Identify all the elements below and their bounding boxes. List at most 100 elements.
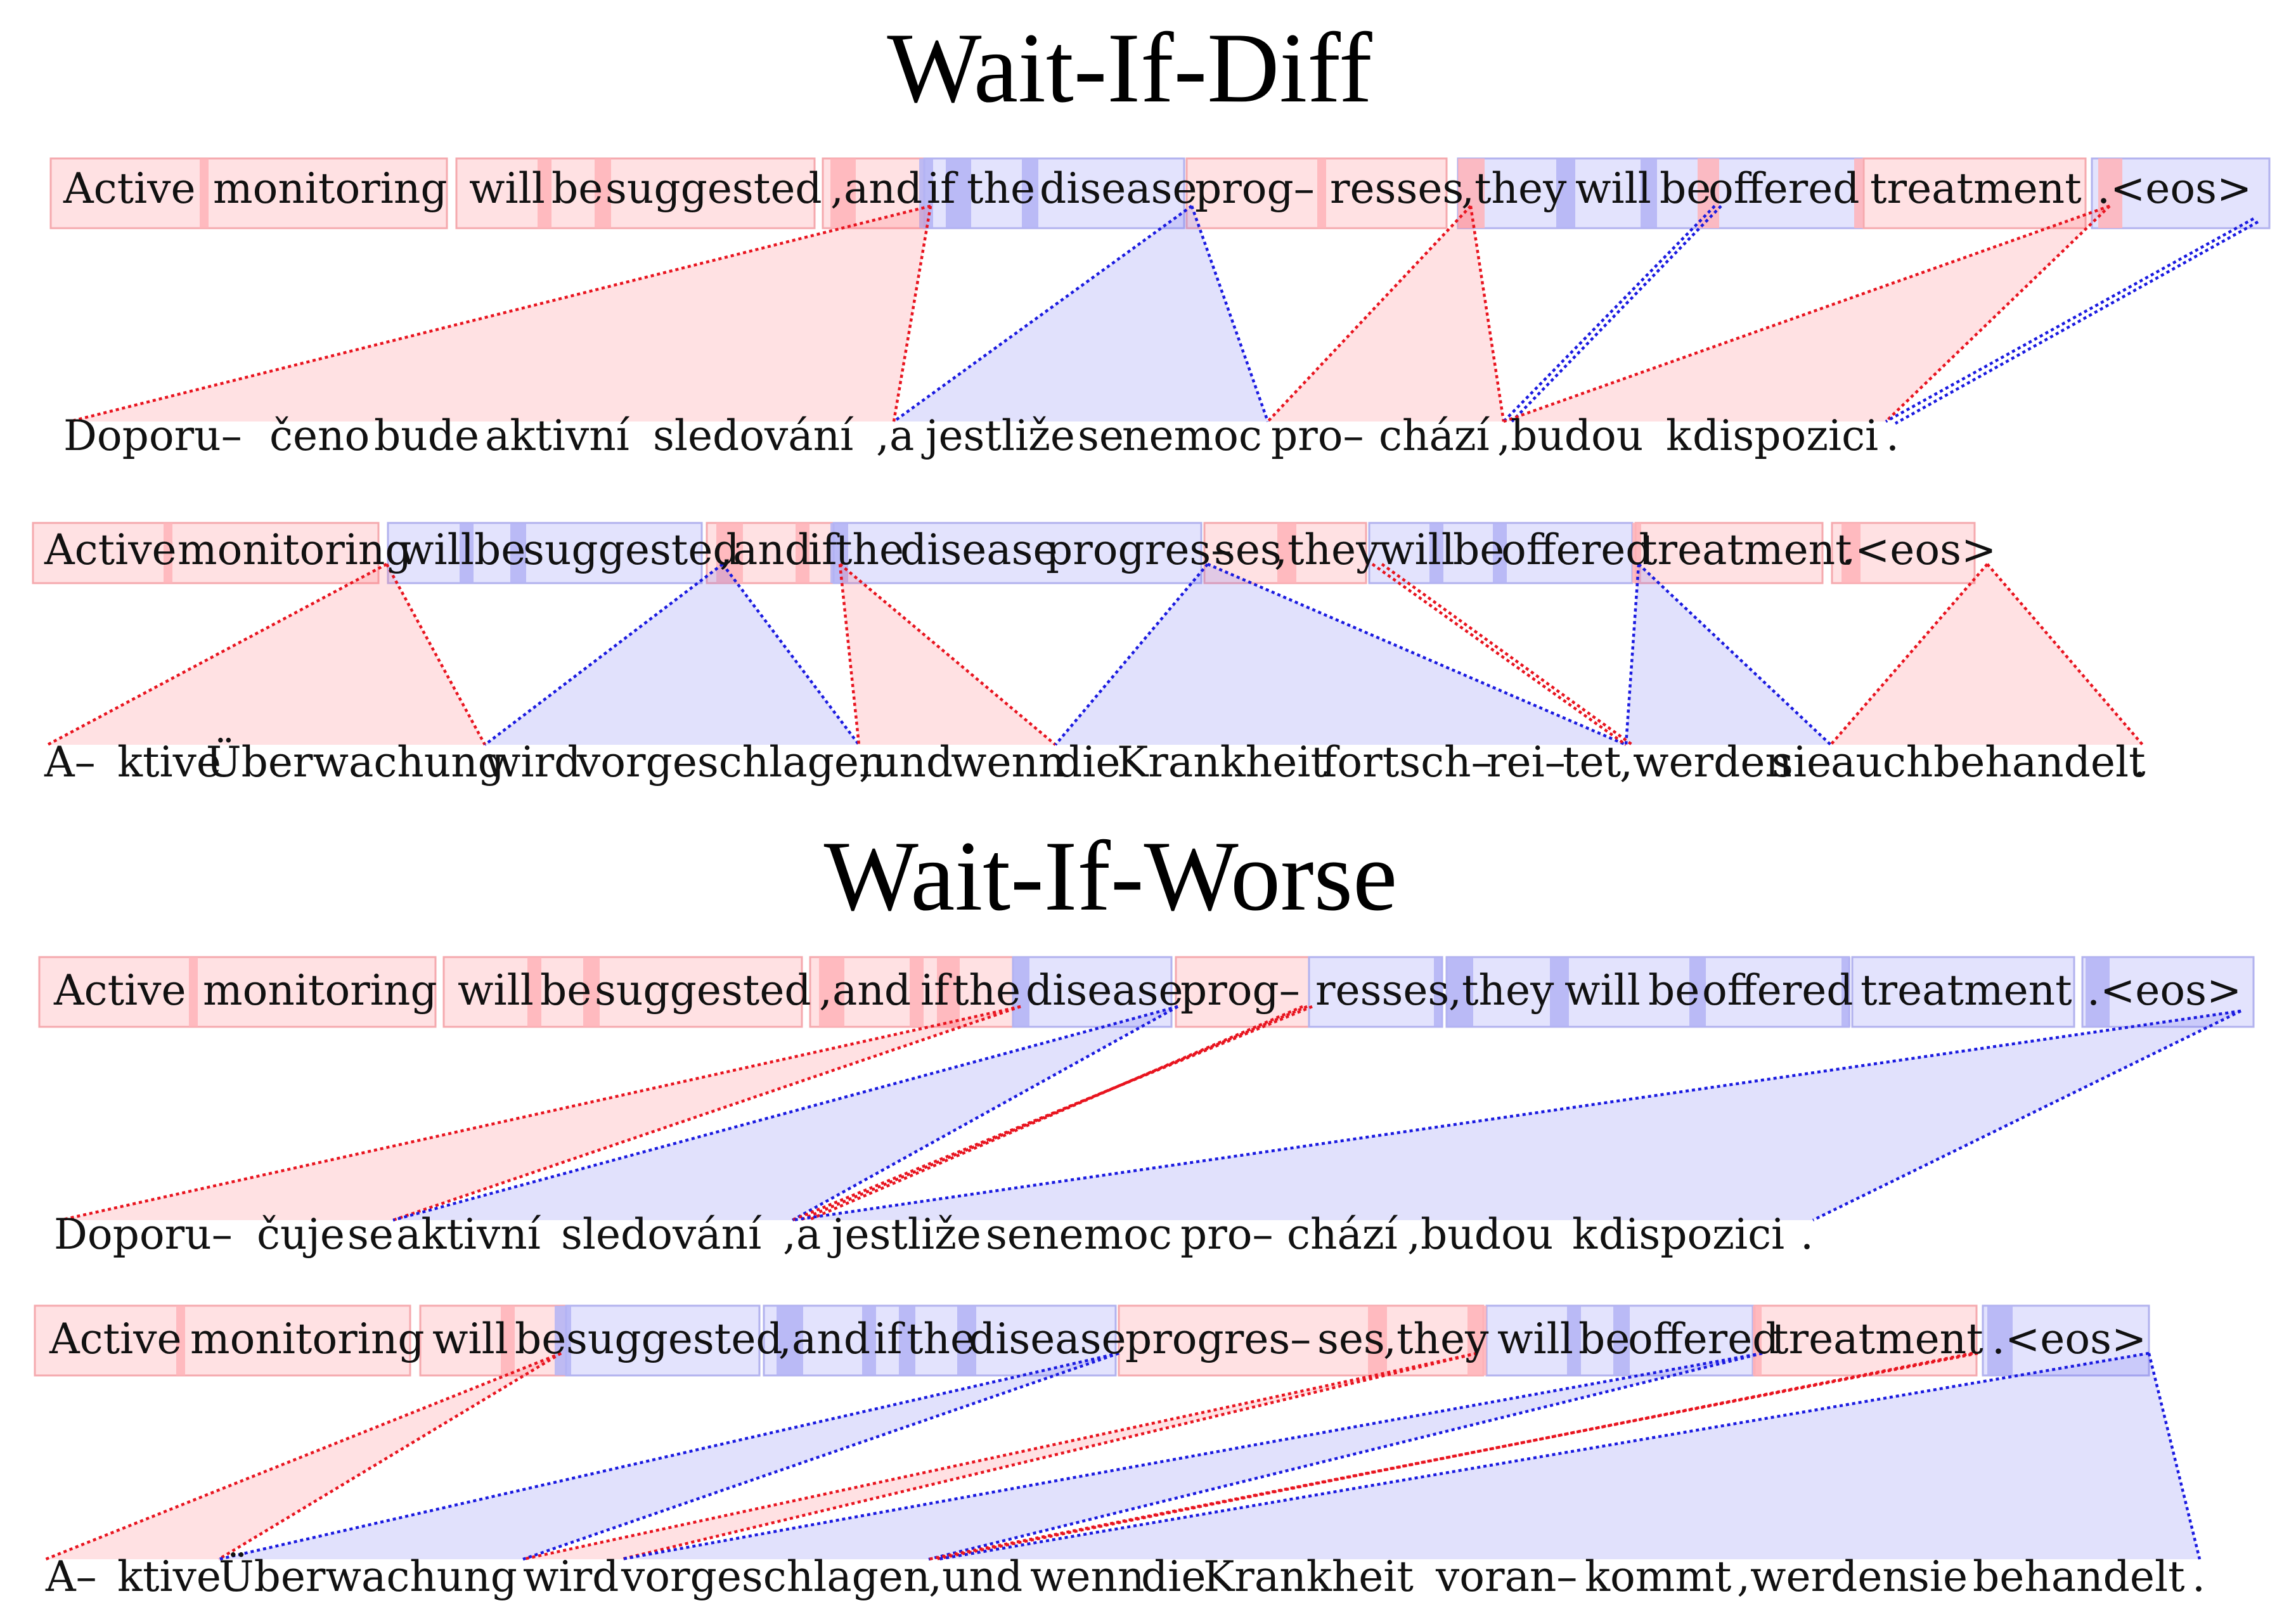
target-token: nemoc [1032,1210,1172,1259]
target-token: wird [485,738,581,787]
token-boundary [716,523,743,583]
blue-alignment-line [621,1351,1763,1561]
target-token: Doporu– [54,1210,233,1259]
token-boundary [1013,957,1029,1027]
target-token: kommt [1585,1552,1731,1601]
blue-alignment-line [484,563,724,746]
source-token: will [398,525,474,574]
source-token: suggested [605,164,822,213]
token-boundary [1632,523,1641,583]
red-alignment-line [1986,563,2144,746]
target-token: wenn [951,738,1066,787]
source-token: suggested [566,1315,783,1363]
red-alignment-fan [46,1353,561,1559]
source-token: ,and [719,525,811,574]
source-token: ,they [1274,525,1380,574]
alignment-links [60,1005,2241,1222]
target-token: ,werden [1620,738,1792,787]
source-token: will [458,966,534,1015]
token-boundary [862,1306,876,1375]
token-boundary [1277,523,1296,583]
target-sentence: Doporu– čeno bude aktivní sledování ,a j… [63,411,1899,460]
alignment-links [69,204,2259,425]
red-alignment-line [69,204,931,423]
target-token: die [1055,738,1120,787]
target-token: jestliže [921,411,1075,460]
source-token: disease [969,1315,1126,1363]
source-token-boxes [38,956,2255,1028]
source-token: be [551,164,603,213]
source-token: ,and [778,1315,870,1363]
blue-alignment-line [938,1351,2150,1561]
source-token: ,they [1461,164,1567,213]
target-token: rei– [1487,738,1566,787]
token-boundary [1841,523,1861,583]
token-boundary [1022,158,1038,228]
red-alignment-fan [48,564,485,745]
token-boundary [1467,1306,1487,1375]
blue-alignment-fan [1626,564,1831,745]
source-token: be [540,966,591,1015]
target-token: vorgeschlagen [621,1552,931,1601]
token-boundary [1987,1306,2013,1375]
source-token: suggested [523,525,740,574]
source-token: offered [1702,966,1854,1015]
target-token: Krankheit [1117,738,1327,787]
blue-alignment-line [792,1009,2241,1222]
panel-diff-en-de: Active monitoring will be suggested ,and… [32,522,2146,787]
target-token: sledování [561,1210,762,1259]
target-token: sledování [653,411,854,460]
read-segment-box [1185,157,1448,229]
red-alignment-line [839,563,1057,746]
target-token: ,a [876,411,914,460]
red-alignment-line [799,1005,1308,1222]
source-token: monitoring [203,966,437,1015]
source-token: disease [900,525,1058,574]
token-boundary [957,1306,976,1375]
blue-alignment-line [392,1005,1178,1222]
write-segment-box [1851,956,2075,1028]
target-token: dispozici [1599,1210,1784,1259]
target-token: voran– [1435,1552,1577,1601]
blue-alignment-fan [1055,564,1626,745]
source-token: will [469,164,545,213]
source-token: the [835,525,904,574]
red-alignment-line [1885,205,2111,423]
token-boundary [1698,158,1719,228]
token-boundary [937,957,960,1027]
source-token: treatment [1641,525,1852,574]
source-token: prog– [1180,966,1300,1015]
source-line-2: Active monitoring will be suggested ,and… [44,525,1996,574]
write-segment-box [1445,956,1850,1028]
token-boundary [1368,1306,1387,1375]
source-token: Active [53,966,186,1015]
source-token: ,they [1383,1315,1489,1363]
target-token: chází [1379,411,1490,460]
read-segment-box [1753,1304,1978,1377]
source-token: if [927,164,958,213]
target-token: . [1800,1210,1814,1259]
red-alignment-fan [70,206,931,422]
target-token: se [986,1210,1032,1259]
token-boundary [1556,158,1575,228]
target-token: aktivní [396,1210,541,1259]
read-segment-box [1118,1304,1485,1377]
blue-alignment-fan [938,1353,2200,1559]
red-alignment-fan [1831,564,2143,745]
token-boundary [595,158,611,228]
source-token: be [1578,1315,1630,1363]
target-token: ,und [929,1552,1022,1601]
token-boundary [510,523,526,583]
target-token: behandelt [1973,1552,2185,1601]
write-segment-box [565,1304,761,1377]
token-boundary [830,523,848,583]
token-boundary [1567,1306,1581,1375]
source-token: be [1453,525,1504,574]
source-token: if [874,1315,905,1363]
red-alignment-line [934,1351,1973,1561]
token-boundary [1854,158,1863,228]
token-boundary [910,957,924,1027]
red-alignment-line [892,205,932,422]
target-token: aktivní [485,411,630,460]
token-boundary [2086,957,2110,1027]
